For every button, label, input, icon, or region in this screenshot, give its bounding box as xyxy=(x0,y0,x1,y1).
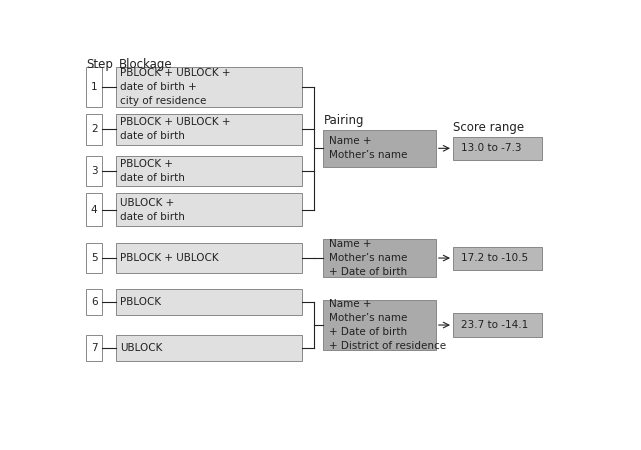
Bar xyxy=(116,289,302,315)
Text: 5: 5 xyxy=(91,253,97,263)
Text: 17.2 to -10.5: 17.2 to -10.5 xyxy=(461,253,528,263)
Text: Blockage: Blockage xyxy=(119,58,172,71)
Bar xyxy=(116,67,302,107)
Text: Pairing: Pairing xyxy=(324,114,364,127)
Text: 13.0 to -7.3: 13.0 to -7.3 xyxy=(461,143,521,153)
Text: Name +
Mother’s name
+ Date of birth: Name + Mother’s name + Date of birth xyxy=(329,239,407,277)
Bar xyxy=(116,114,302,145)
Bar xyxy=(87,157,102,186)
Text: 1: 1 xyxy=(91,82,97,92)
Bar xyxy=(87,289,102,315)
Bar xyxy=(324,300,436,350)
Text: PBLOCK +
date of birth: PBLOCK + date of birth xyxy=(121,159,185,183)
Text: PBLOCK + UBLOCK +
date of birth +
city of residence: PBLOCK + UBLOCK + date of birth + city o… xyxy=(121,68,231,106)
Text: PBLOCK: PBLOCK xyxy=(121,297,162,307)
Bar xyxy=(453,137,542,160)
Text: PBLOCK + UBLOCK: PBLOCK + UBLOCK xyxy=(121,253,219,263)
Bar xyxy=(116,194,302,226)
Bar xyxy=(116,157,302,186)
Text: 3: 3 xyxy=(91,166,97,176)
Text: PBLOCK + UBLOCK +
date of birth: PBLOCK + UBLOCK + date of birth xyxy=(121,117,231,141)
Bar xyxy=(453,247,542,270)
Bar xyxy=(453,314,542,337)
Bar xyxy=(116,335,302,361)
Bar xyxy=(116,243,302,273)
Text: 4: 4 xyxy=(91,205,97,215)
Bar xyxy=(87,194,102,226)
Text: Name +
Mother’s name: Name + Mother’s name xyxy=(329,136,407,160)
Bar xyxy=(324,130,436,167)
Text: Name +
Mother’s name
+ Date of birth
+ District of residence: Name + Mother’s name + Date of birth + D… xyxy=(329,299,446,351)
Text: UBLOCK +
date of birth: UBLOCK + date of birth xyxy=(121,198,185,221)
Text: Step: Step xyxy=(87,58,113,71)
Bar xyxy=(87,243,102,273)
Bar xyxy=(324,239,436,277)
Bar xyxy=(87,335,102,361)
Bar xyxy=(87,67,102,107)
Text: 2: 2 xyxy=(91,125,97,135)
Text: UBLOCK: UBLOCK xyxy=(121,343,163,353)
Text: 23.7 to -14.1: 23.7 to -14.1 xyxy=(461,320,528,330)
Text: 6: 6 xyxy=(91,297,97,307)
Text: Score range: Score range xyxy=(453,121,524,134)
Text: 7: 7 xyxy=(91,343,97,353)
Bar xyxy=(87,114,102,145)
